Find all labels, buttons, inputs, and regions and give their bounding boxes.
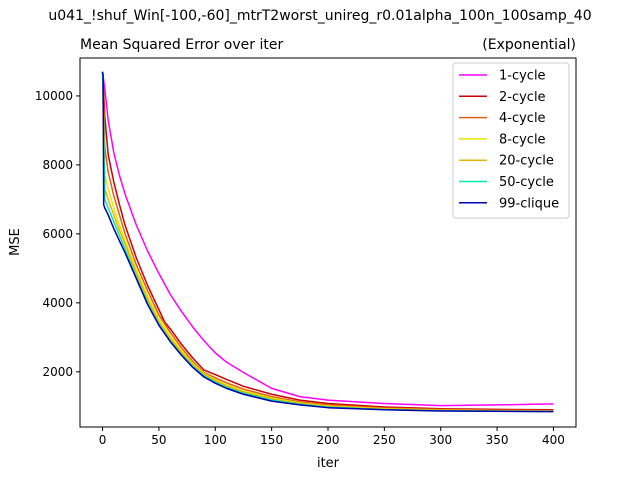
legend-label-4-cycle: 4-cycle bbox=[499, 111, 546, 126]
y-tick-label: 10000 bbox=[35, 89, 73, 103]
y-tick-label: 2000 bbox=[42, 365, 73, 379]
x-tick-label: 250 bbox=[373, 433, 396, 447]
legend-label-50-cycle: 50-cycle bbox=[499, 175, 554, 190]
chart-suptitle: u041_!shuf_Win[-100,-60]_mtrT2worst_unir… bbox=[48, 8, 591, 24]
x-tick-label: 0 bbox=[99, 433, 107, 447]
legend-label-1-cycle: 1-cycle bbox=[499, 69, 546, 84]
chart-title-right: (Exponential) bbox=[482, 37, 576, 53]
legend-box bbox=[452, 62, 570, 219]
legend: 1-cycle 2-cycle 4-cycle 8-cycle 20-cycle 50-c… bbox=[452, 62, 570, 219]
y-axis-label: MSE bbox=[8, 228, 23, 256]
series-line-4-cycle bbox=[101, 71, 554, 412]
y-tick-label: 8000 bbox=[42, 158, 73, 172]
chart-title: Mean Squared Error over iter bbox=[80, 37, 283, 53]
x-tick-label: 400 bbox=[542, 433, 565, 447]
x-tick-label: 100 bbox=[204, 433, 227, 447]
series-line-99-clique bbox=[101, 71, 554, 413]
series-line-1-cycle bbox=[101, 71, 554, 407]
legend-label-8-cycle: 8-cycle bbox=[499, 132, 546, 147]
y-tick-label: 6000 bbox=[42, 227, 73, 241]
x-tick-label: 300 bbox=[429, 433, 452, 447]
series-layer bbox=[101, 71, 554, 413]
axes-layer: 0 50 100 150 200 250 300 350 400 2000 4000 6000 8000… bbox=[35, 57, 577, 447]
y-tick-label: 4000 bbox=[42, 296, 73, 310]
x-tick-label: 150 bbox=[260, 433, 283, 447]
x-tick-label: 50 bbox=[151, 433, 166, 447]
legend-label-20-cycle: 20-cycle bbox=[499, 154, 554, 169]
x-tick-label: 350 bbox=[486, 433, 509, 447]
legend-label-99-clique: 99-clique bbox=[499, 196, 559, 211]
x-tick-label: 200 bbox=[317, 433, 340, 447]
x-axis-label: iter bbox=[317, 456, 340, 471]
series-line-2-cycle bbox=[101, 71, 554, 411]
legend-label-2-cycle: 2-cycle bbox=[499, 90, 546, 105]
